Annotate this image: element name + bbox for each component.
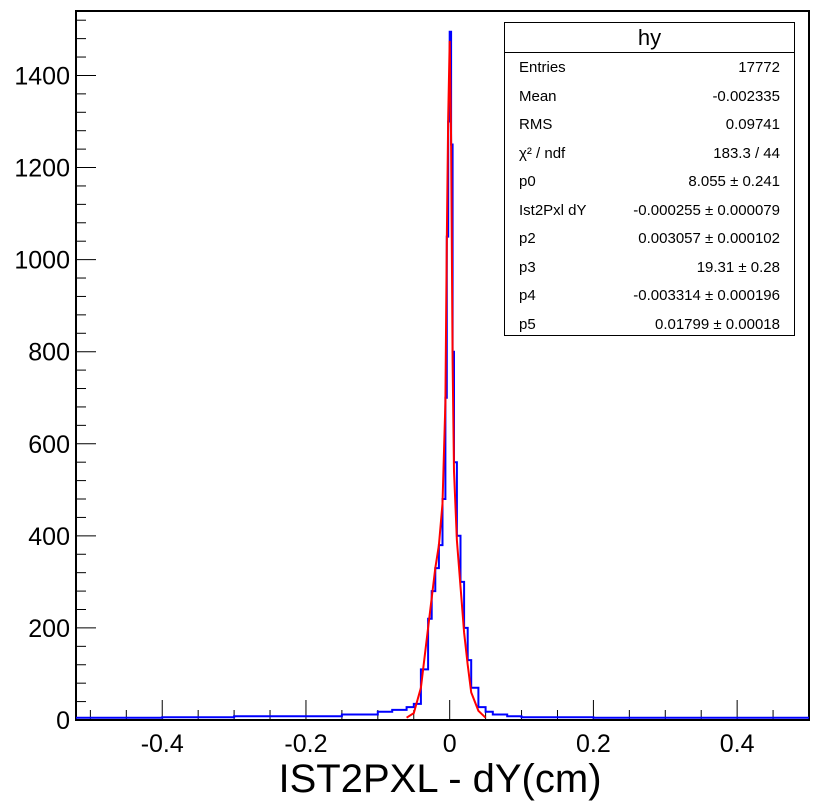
stats-key: p2 [519, 230, 536, 247]
x-tick-label: -0.2 [284, 730, 327, 758]
stats-value: -0.003314 ± 0.000196 [633, 287, 780, 304]
stats-row: p4 -0.003314 ± 0.000196 [505, 282, 794, 310]
stats-key: χ² / ndf [519, 144, 566, 162]
stats-key: p5 [519, 315, 536, 333]
stats-title: hy [505, 23, 794, 53]
x-axis-title: IST2PXL - dY(cm) [278, 757, 601, 801]
fit-curve [406, 40, 487, 719]
x-tick-label: 0.4 [720, 730, 755, 758]
stats-row: Entries 17772 [505, 54, 794, 82]
stats-value: 19.31 ± 0.28 [696, 258, 780, 276]
stats-key: Mean [519, 87, 557, 105]
stats-row: p5 0.01799 ± 0.00018 [505, 311, 794, 339]
stats-key: Entries [519, 59, 566, 76]
stats-value: 0.01799 ± 0.00018 [654, 315, 780, 333]
series-layer [76, 30, 809, 719]
x-axis-ticks: -0.4 -0.2 0 0.2 0.4 [89, 700, 810, 758]
y-tick-label: 1000 [14, 247, 70, 275]
stats-row: p0 8.055 ± 0.241 [505, 168, 794, 196]
stats-key: Ist2Pxl dY [519, 201, 587, 219]
stats-box: hy Entries 17772 Mean -0.002335 RMS 0.09741 χ²… [504, 22, 795, 336]
stats-row: Mean -0.002335 [505, 83, 794, 111]
stats-value: 8.055 ± 0.241 [688, 173, 780, 190]
stats-row: Ist2Pxl dY -0.000255 ± 0.000079 [505, 197, 794, 225]
x-tick-label: 0.2 [576, 730, 611, 758]
stats-row: p2 0.003057 ± 0.000102 [505, 225, 794, 253]
y-tick-label: 1200 [14, 155, 70, 183]
stats-row: p3 19.31 ± 0.28 [505, 254, 794, 282]
y-tick-label: 1400 [14, 62, 70, 90]
y-tick-label: 800 [28, 339, 70, 367]
stats-value: 183.3 / 44 [713, 144, 780, 162]
y-tick-label: 200 [28, 615, 70, 643]
x-tick-label: -0.4 [141, 730, 184, 758]
stats-key: p4 [519, 287, 536, 304]
y-tick-label: 600 [28, 431, 70, 459]
stats-row: χ² / ndf 183.3 / 44 [505, 140, 794, 168]
x-tick-label: 0 [443, 730, 457, 758]
stats-value: 0.003057 ± 0.000102 [638, 230, 780, 247]
stats-key: p3 [519, 258, 536, 276]
y-tick-label: 0 [56, 707, 70, 735]
stats-value: 17772 [738, 59, 780, 76]
stats-value: 0.09741 [725, 116, 780, 133]
y-tick-label: 400 [28, 523, 70, 551]
y-axis-ticks: 0 200 400 600 800 1000 1200 1400 [14, 19, 96, 735]
stats-row: RMS 0.09741 [505, 111, 794, 139]
stats-value: -0.000255 ± 0.000079 [633, 201, 780, 219]
stats-value: -0.002335 [712, 87, 780, 105]
stats-key: p0 [519, 173, 536, 190]
stats-key: RMS [519, 116, 553, 133]
